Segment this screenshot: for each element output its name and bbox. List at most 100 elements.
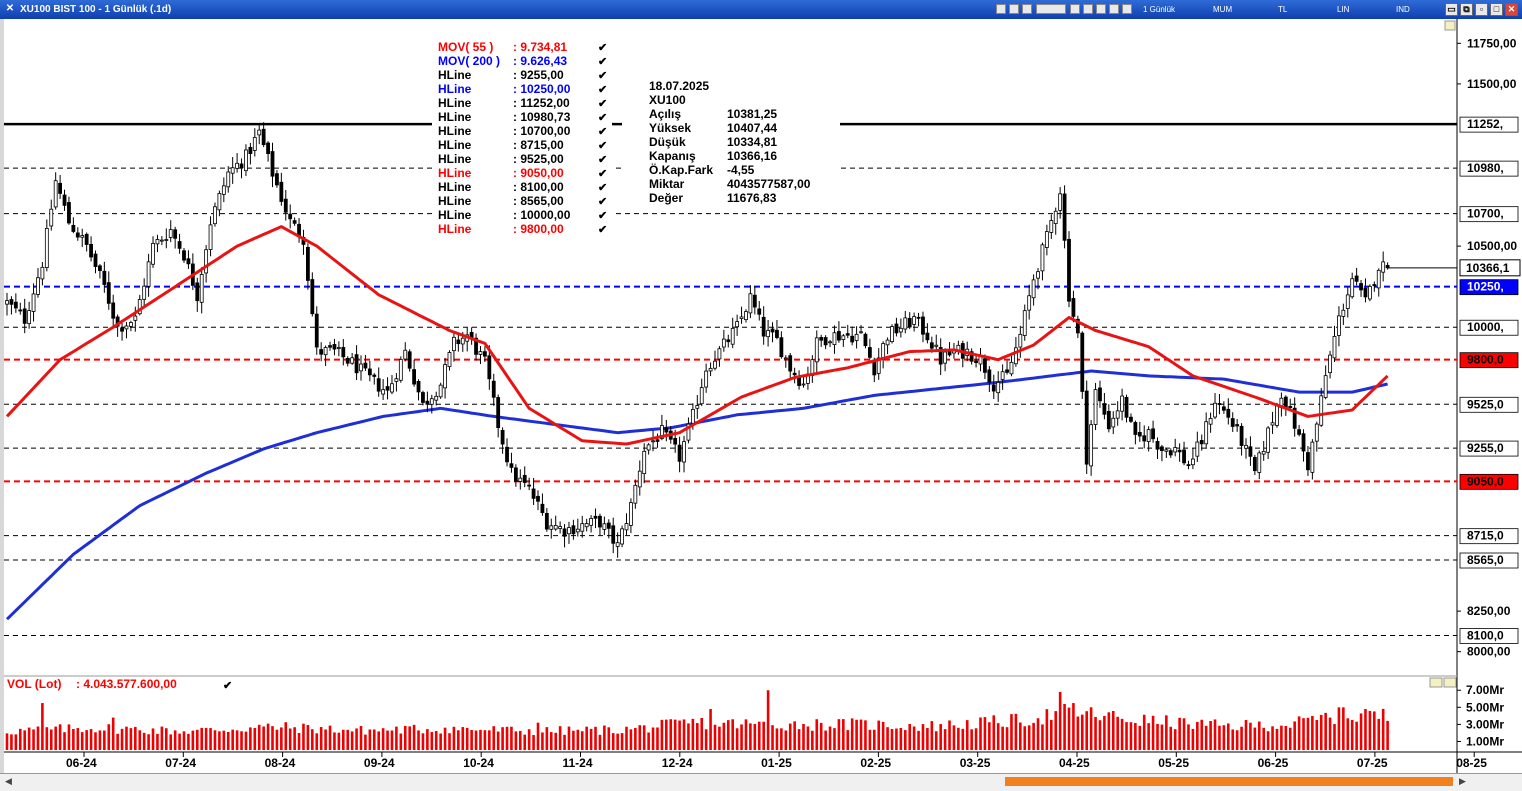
legend-check-icon[interactable]: ✔: [598, 224, 607, 236]
candle: [18, 309, 23, 312]
legend-check-icon[interactable]: ✔: [598, 140, 607, 152]
hline-label-box-9: [1459, 528, 1519, 545]
indicator-selector[interactable]: IND: [1396, 5, 1410, 14]
legend-check-icon[interactable]: ✔: [598, 56, 607, 68]
volume-check-icon[interactable]: ✔: [223, 680, 232, 692]
candle: [558, 526, 563, 529]
candle: [9, 299, 14, 305]
volume-bar: [1266, 731, 1270, 750]
scroll-left-icon[interactable]: ◀: [5, 776, 12, 786]
candle: [1314, 423, 1319, 442]
x-tick-label-5: 11-24: [563, 756, 593, 770]
period-selector[interactable]: 1 Günlük: [1143, 5, 1176, 14]
currency-selector[interactable]: TL: [1278, 5, 1288, 14]
volume-bar: [1364, 709, 1367, 750]
volume-bar: [1160, 724, 1164, 750]
candle: [443, 364, 447, 389]
legend-name-1: MOV( 200 ): [438, 54, 500, 68]
candle: [1275, 404, 1279, 426]
legend-check-icon[interactable]: ✔: [598, 126, 607, 138]
volume-bar: [1319, 714, 1323, 750]
legend-check-icon[interactable]: ✔: [598, 84, 607, 96]
candle: [314, 313, 319, 348]
scale-selector[interactable]: LIN: [1337, 5, 1350, 14]
candle: [589, 518, 593, 526]
restore-button[interactable]: ⧉: [1460, 3, 1473, 16]
volume-pane-button-2[interactable]: [1443, 677, 1457, 688]
legend-check-icon[interactable]: ✔: [598, 98, 607, 110]
volume-bar: [213, 730, 217, 750]
volume-bar: [572, 730, 575, 750]
time-scrollbar[interactable]: ◀ ▶: [0, 773, 1522, 791]
volume-bar: [63, 732, 66, 750]
candle: [735, 321, 740, 328]
legend-value-4: : 11252,00: [513, 96, 570, 110]
toolbar-icon-2[interactable]: [1009, 4, 1019, 14]
volume-bar: [54, 726, 57, 750]
volume-bar: [1138, 725, 1142, 750]
volume-bar: [125, 726, 128, 750]
volume-bar: [386, 730, 389, 750]
window-button[interactable]: ▫: [1475, 3, 1488, 16]
legend-value-0: : 9.734,81: [513, 40, 567, 54]
volume-bar: [1089, 707, 1093, 750]
volume-bar: [18, 728, 22, 750]
price-pane-button[interactable]: [1444, 20, 1456, 31]
volume-bar: [381, 728, 385, 750]
price-chart[interactable]: 11252, 10980, 10700, 10250, 10000, 9800,0 9525…: [0, 0, 1522, 773]
toolbar-icon-5[interactable]: [1070, 4, 1080, 14]
volume-bar: [519, 730, 522, 750]
volume-bar: [377, 731, 380, 750]
volume-pane-button-1[interactable]: [1429, 677, 1443, 688]
volume-bar: [1324, 712, 1327, 750]
hline-label-11: 8100,0: [1467, 628, 1504, 642]
toolbar-icon-1[interactable]: [996, 4, 1006, 14]
maximize-button[interactable]: □: [1490, 3, 1503, 16]
candle: [673, 437, 678, 445]
candle: [266, 142, 270, 155]
candle: [553, 525, 558, 530]
minimize-button[interactable]: ▭: [1445, 3, 1458, 16]
legend-check-icon[interactable]: ✔: [598, 168, 607, 180]
toolbar-icon-4[interactable]: [1036, 4, 1066, 14]
chart-type-selector[interactable]: MUM: [1213, 5, 1233, 14]
candle: [708, 367, 713, 372]
volume-bar: [722, 722, 726, 750]
candle: [168, 229, 173, 238]
candle: [53, 180, 58, 208]
legend-check-icon[interactable]: ✔: [598, 42, 607, 54]
candle: [1115, 410, 1120, 419]
toolbar-icon-9[interactable]: [1122, 4, 1132, 14]
volume-bar: [1134, 722, 1137, 750]
scroll-right-icon[interactable]: ▶: [1459, 776, 1466, 786]
volume-bar: [585, 726, 588, 750]
volume-bar: [355, 728, 358, 750]
candle: [416, 380, 421, 393]
candle: [682, 441, 686, 463]
volume-bar: [1072, 703, 1075, 750]
legend-check-icon[interactable]: ✔: [598, 182, 607, 194]
legend-check-icon[interactable]: ✔: [598, 70, 607, 82]
candle: [323, 347, 328, 356]
candle: [1226, 408, 1231, 418]
legend-check-icon[interactable]: ✔: [598, 210, 607, 222]
candle: [319, 349, 324, 355]
candle: [137, 299, 142, 315]
hline-label-2: 10700,: [1467, 207, 1504, 221]
candle: [1328, 354, 1332, 374]
close-button[interactable]: ✕: [1505, 3, 1518, 16]
toolbar-icon-3[interactable]: [1022, 4, 1032, 14]
toolbar-icon-8[interactable]: [1109, 4, 1119, 14]
legend-check-icon[interactable]: ✔: [598, 112, 607, 124]
legend-check-icon[interactable]: ✔: [598, 196, 607, 208]
candle: [850, 335, 855, 343]
candle: [518, 477, 523, 482]
close-chart-icon[interactable]: ✕: [5, 3, 15, 14]
volume-bar: [1187, 724, 1190, 750]
toolbar-icon-7[interactable]: [1096, 4, 1106, 14]
volume-bar: [483, 730, 487, 750]
volume-bar: [41, 703, 44, 750]
scroll-thumb[interactable]: [1005, 777, 1453, 786]
legend-check-icon[interactable]: ✔: [598, 154, 607, 166]
toolbar-icon-6[interactable]: [1083, 4, 1093, 14]
